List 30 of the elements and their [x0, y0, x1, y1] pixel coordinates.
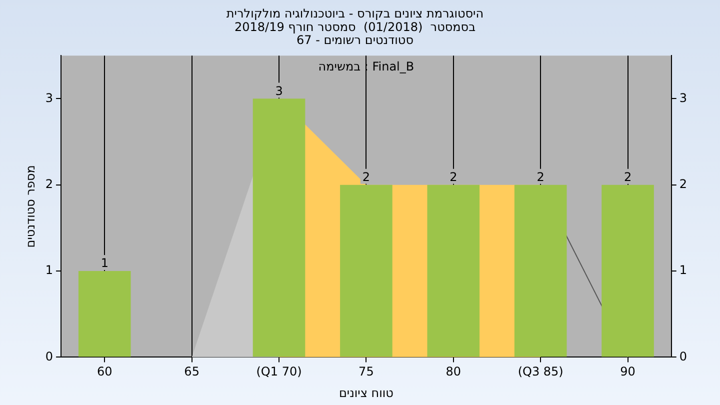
data-label: 3 — [275, 84, 283, 98]
x-tick-label: (Q3 85) — [518, 364, 564, 379]
x-tick-label: (Q1 70) — [256, 364, 302, 379]
chart-subtitle: בסמסטר (01/2018) סמסטר חורף 2018/19 סטודנטים רשומים - 67 — [234, 20, 476, 48]
bar — [340, 184, 392, 357]
data-label: 1 — [100, 256, 108, 270]
x-tick-label: 75 — [358, 364, 374, 379]
x-tick-label: 60 — [96, 364, 112, 379]
y-tick-label: 1 — [45, 263, 54, 278]
bar — [78, 271, 131, 357]
data-label: 2 — [536, 170, 544, 184]
x-tick-label: 80 — [446, 364, 462, 379]
y-tick-label: 3 — [45, 90, 54, 105]
x-tick-label: 65 — [184, 364, 200, 379]
bar — [602, 184, 654, 357]
chart-title: היסטוגרמת ציונים בקורס - ביוטכנולוגיה מולקולרית — [226, 6, 484, 21]
y2-tick-label: 2 — [679, 176, 688, 191]
y-tick-label: 0 — [45, 349, 54, 364]
x-axis-title: טווח ציונים — [338, 386, 394, 400]
y2-tick-label: 0 — [679, 349, 688, 364]
y-tick-label: 2 — [45, 176, 54, 191]
x-tick-label: 90 — [620, 364, 636, 379]
y2-tick-label: 1 — [679, 263, 688, 278]
data-label: 2 — [624, 170, 632, 184]
y2-tick-label: 3 — [679, 90, 688, 105]
data-label: 2 — [450, 170, 458, 184]
bar — [427, 184, 480, 357]
bar — [514, 184, 567, 357]
y-axis-title: מספר סטודנטים — [23, 165, 38, 248]
data-label: 2 — [362, 170, 370, 184]
